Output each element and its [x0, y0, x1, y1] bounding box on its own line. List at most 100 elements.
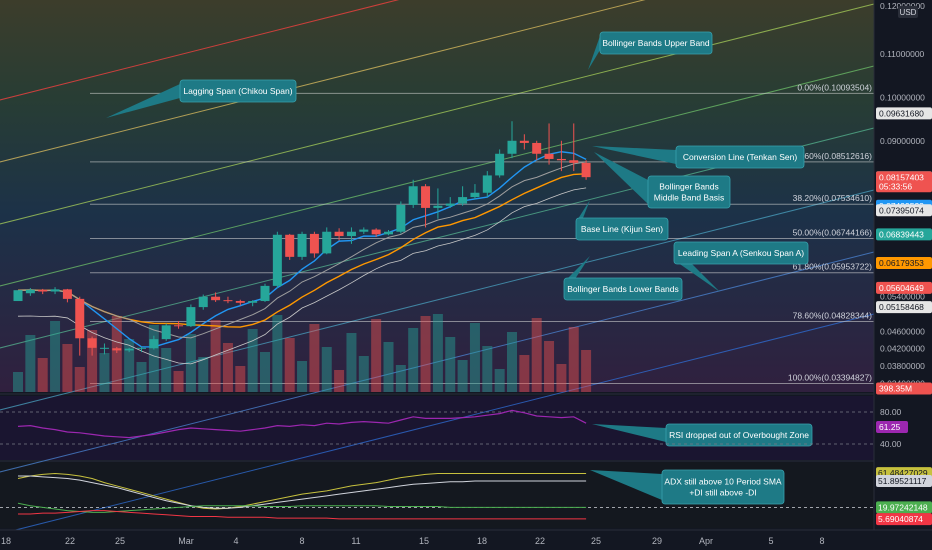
- volume-bar: [62, 344, 73, 392]
- volume-bar: [519, 355, 530, 392]
- volume-bar: [494, 369, 505, 392]
- price-tag: 0.07395074: [876, 204, 932, 217]
- price-tag-label: 0.08157403: [879, 172, 924, 182]
- candle-body: [384, 231, 393, 235]
- candle-body: [124, 348, 134, 351]
- callout-text: Base Line (Kijun Sen): [581, 224, 663, 234]
- adx-sma-line: [18, 475, 587, 509]
- volume-bar: [482, 346, 493, 392]
- candle-body: [470, 192, 480, 198]
- adx-value-tag: 51.89521117: [876, 475, 932, 488]
- rsi-line: [17, 409, 587, 439]
- candle-body: [198, 296, 208, 308]
- fib-level-label: 50.00%(0.06744166): [793, 227, 873, 237]
- volume-bar: [531, 318, 542, 392]
- candle-body: [322, 231, 332, 254]
- candle-body: [13, 290, 23, 302]
- callout-pointer: [590, 470, 662, 500]
- adx-tag-label: 5.69040874: [878, 514, 923, 524]
- rsi-tick-label: 40.00: [880, 439, 902, 449]
- candle-body: [445, 203, 455, 206]
- volume-bar: [37, 358, 48, 392]
- volume-bars: [13, 314, 592, 392]
- time-tick-label: 25: [591, 536, 601, 546]
- callout-pointer: [592, 424, 666, 442]
- volume-bar: [556, 364, 567, 392]
- callout-box: [647, 175, 731, 209]
- candle-body: [482, 175, 492, 193]
- price-tag-bg: [876, 382, 932, 395]
- fib-level-label: 38.20%(0.07534610): [793, 193, 873, 203]
- volume-bar: [457, 360, 468, 392]
- candle-body: [433, 205, 443, 208]
- volume-bar: [371, 319, 382, 392]
- currency-button[interactable]: USD: [898, 6, 918, 18]
- volume-bar: [25, 335, 36, 392]
- price-tag-bg: [876, 228, 932, 241]
- candle-body: [272, 234, 282, 286]
- adx-line: [17, 473, 587, 510]
- time-tick-label: 29: [652, 536, 662, 546]
- fib-level-label: 100.00%(0.03394827): [788, 373, 872, 383]
- candle-body: [211, 296, 221, 301]
- candle-body: [62, 289, 72, 299]
- volume-bar: [507, 332, 517, 392]
- time-tick-label: 4: [233, 536, 238, 546]
- rsi-value-tag: 61.25: [876, 421, 908, 433]
- volume-bar: [74, 367, 85, 392]
- fib-channel-line: [0, 189, 875, 411]
- volume-bar: [111, 316, 122, 392]
- volume-bar: [99, 353, 110, 392]
- volume-bar: [445, 337, 456, 392]
- candle-body: [38, 289, 48, 292]
- fib-level-label: 0.00%(0.10093504): [797, 82, 872, 92]
- volume-bar: [235, 366, 246, 392]
- currency-label: USD: [900, 8, 917, 17]
- price-tick-label: 0.05400000: [880, 292, 925, 302]
- volume-bar: [50, 321, 61, 392]
- price-tag-label: 0.09631680: [879, 108, 924, 118]
- candle-body: [396, 204, 406, 232]
- bollinger-lower-line: [17, 187, 587, 365]
- candle-body: [223, 300, 233, 302]
- price-tick-label: 0.10000000: [880, 92, 925, 102]
- fib-channel-line: [0, 0, 400, 101]
- callout-box: [563, 277, 683, 301]
- callout-text: Conversion Line (Tenkan Sen): [683, 152, 798, 162]
- callout-text: +DI still above -DI: [689, 488, 756, 498]
- candle-body: [248, 301, 258, 303]
- callout-pointer: [594, 152, 648, 204]
- adx-value-tag: 5.69040874: [876, 513, 932, 526]
- time-tick-label: 8: [819, 536, 824, 546]
- volume-bar: [432, 314, 443, 392]
- volume-bar: [13, 372, 23, 392]
- callout-text: Lagging Span (Chikou Span): [183, 86, 292, 96]
- rsi-current-value: 61.25: [879, 422, 901, 432]
- adx-tag-label: 61.48427029: [878, 468, 928, 478]
- volume-bar: [161, 348, 172, 392]
- candle-body: [186, 307, 196, 327]
- annotation-callout: Bollinger Bands Lower Bands: [563, 256, 683, 301]
- volume-bar: [544, 341, 555, 392]
- time-tick-label: 11: [351, 536, 360, 546]
- candle-body: [309, 233, 319, 254]
- candle-body: [149, 339, 159, 349]
- adx-tag-bg: [876, 501, 932, 514]
- adx-value-tag: 19.97242148: [876, 501, 932, 514]
- volume-bar: [124, 339, 135, 392]
- callout-text: Bollinger Bands Upper Band: [602, 38, 710, 48]
- tenkan-line: [17, 151, 587, 348]
- candle-body: [495, 153, 505, 176]
- price-axis-background: [874, 0, 932, 550]
- volume-bar: [87, 330, 98, 392]
- volume-bar: [185, 334, 196, 392]
- plus-di-line: [17, 502, 587, 513]
- time-tick-label: Apr: [699, 536, 713, 546]
- annotation-callout: Bollinger Bands Upper Band: [588, 31, 713, 70]
- annotation-callout: Conversion Line (Tenkan Sen): [592, 145, 805, 169]
- annotation-callout: Base Line (Kijun Sen): [575, 200, 669, 241]
- candle-body: [532, 142, 542, 154]
- time-tick-label: 22: [535, 536, 545, 546]
